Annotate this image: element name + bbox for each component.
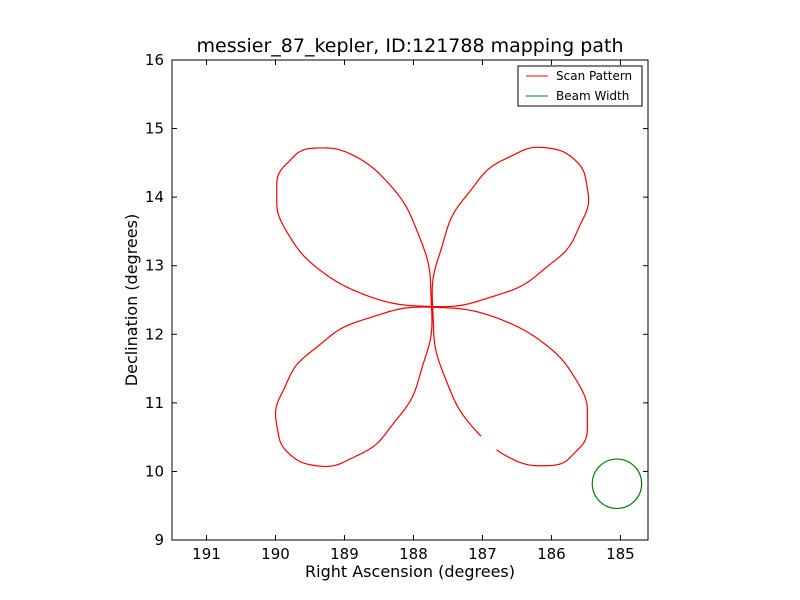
y-axis-label: Declination (degrees) bbox=[122, 214, 141, 386]
x-axis-label: Right Ascension (degrees) bbox=[305, 562, 515, 581]
legend-label-scan-pattern: Scan Pattern bbox=[556, 69, 632, 83]
chart-title: messier_87_kepler, ID:121788 mapping pat… bbox=[197, 35, 624, 57]
y-tick-label: 14 bbox=[145, 188, 164, 206]
beam-width-circle bbox=[591, 458, 643, 510]
x-tick-label: 186 bbox=[537, 545, 566, 563]
x-tick-label: 190 bbox=[261, 545, 290, 563]
y-tick-label: 13 bbox=[145, 257, 164, 275]
x-tick-label: 189 bbox=[330, 545, 359, 563]
x-tick-label: 185 bbox=[606, 545, 635, 563]
x-tick-label: 187 bbox=[468, 545, 497, 563]
y-tick-label: 16 bbox=[145, 51, 164, 69]
scan-pattern-line bbox=[274, 146, 590, 468]
y-tick-label: 15 bbox=[145, 120, 164, 138]
x-ticks: 191 190 189 188 187 186 185 bbox=[192, 60, 635, 563]
plot-frame bbox=[171, 59, 649, 541]
y-tick-label: 11 bbox=[145, 394, 164, 412]
y-tick-label: 9 bbox=[154, 531, 164, 549]
x-tick-label: 188 bbox=[399, 545, 428, 563]
y-ticks: 9 10 11 12 13 14 15 16 bbox=[145, 51, 648, 549]
y-tick-label: 12 bbox=[145, 325, 164, 343]
y-tick-label: 10 bbox=[145, 462, 164, 480]
legend-label-beam-width: Beam Width bbox=[556, 89, 629, 103]
data-layer bbox=[274, 146, 643, 510]
x-tick-label: 191 bbox=[192, 545, 221, 563]
plot-area bbox=[172, 60, 648, 540]
legend-box bbox=[517, 65, 643, 107]
legend: Scan Pattern Beam Width bbox=[517, 65, 643, 107]
